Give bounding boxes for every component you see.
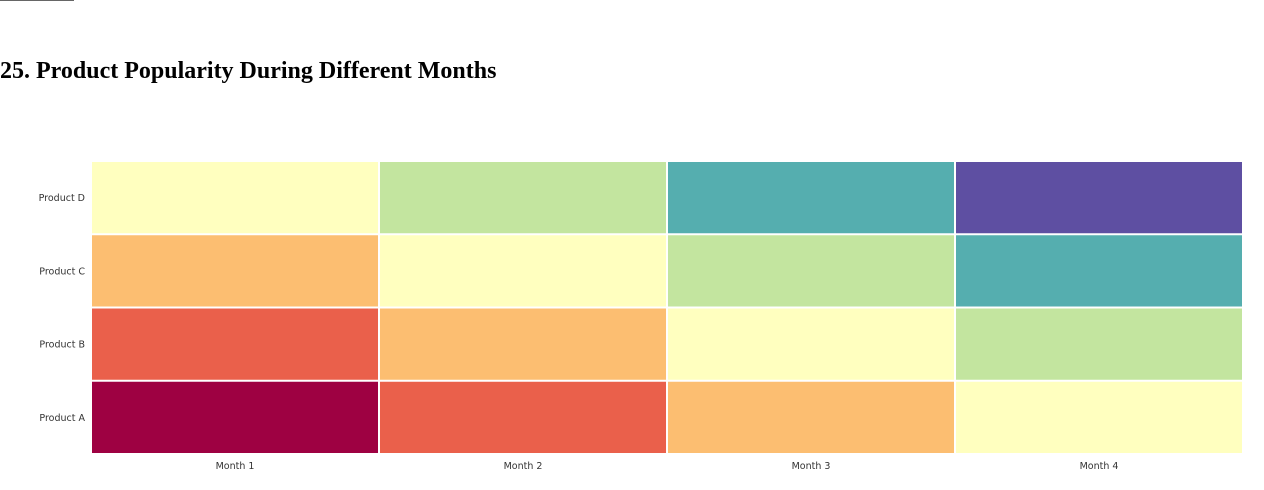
heatmap-cell (92, 308, 378, 380)
x-axis-tick-labels: Month 1 Month 2 Month 3 Month 4 (216, 461, 1119, 472)
heatmap-cell (92, 235, 378, 307)
heatmap-cell (956, 235, 1242, 307)
heatmap-cell (668, 162, 954, 234)
x-tick-label: Month 1 (216, 461, 255, 472)
y-tick-label: Product D (39, 193, 85, 204)
x-tick-label: Month 3 (792, 461, 831, 472)
x-tick-label: Month 2 (504, 461, 543, 472)
heatmap-cell (668, 381, 954, 453)
heatmap-cell (92, 381, 378, 453)
heatmap-cell (668, 235, 954, 307)
top-divider (0, 0, 74, 1)
heatmap-cell (668, 308, 954, 380)
heatmap-cell (380, 235, 666, 307)
x-tick-label: Month 4 (1080, 461, 1119, 472)
heatmap-svg: Product A Product B Product C Product D Mon… (39, 162, 1242, 472)
heatmap-cell (380, 162, 666, 234)
page-title: 25. Product Popularity During Different … (0, 58, 497, 84)
heatmap-cell (92, 162, 378, 234)
heatmap-cell (956, 308, 1242, 380)
y-axis-tick-labels: Product A Product B Product C Product D (39, 193, 86, 424)
y-tick-label: Product C (39, 266, 85, 277)
heatmap-chart: Product A Product B Product C Product D Mon… (0, 150, 1264, 490)
heatmap-cells (92, 162, 1242, 453)
y-tick-label: Product A (39, 413, 85, 424)
heatmap-cell (380, 381, 666, 453)
heatmap-cell (380, 308, 666, 380)
heatmap-cell (956, 381, 1242, 453)
y-tick-label: Product B (39, 340, 85, 351)
heatmap-cell (956, 162, 1242, 234)
